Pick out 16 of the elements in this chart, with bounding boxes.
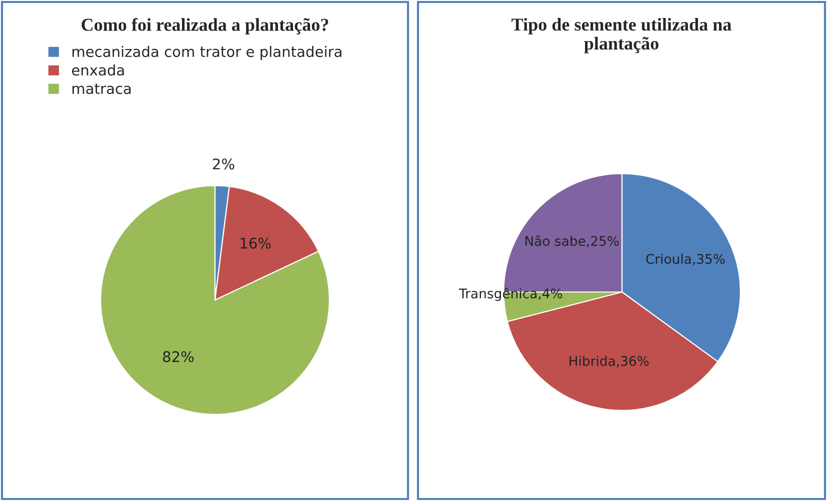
slice-label: Hibrida	[570, 356, 615, 366]
slice-label: Transgênica	[458, 288, 536, 301]
slice-label: Não sabe	[526, 236, 586, 246]
data-label: ,25%	[586, 236, 619, 248]
legend-label: enxada	[72, 64, 124, 76]
data-label: ,36%	[616, 356, 649, 368]
chart-title: Tipo de semente utilizada na plantação	[512, 18, 732, 54]
pie-slice	[100, 185, 330, 415]
slice-label: Crioula	[646, 254, 691, 264]
data-label: 2%	[212, 158, 234, 170]
chart-title: Como foi realizada a plantação?	[82, 18, 328, 35]
legend-label: mecanizada com trator e plantadeira	[72, 46, 342, 60]
data-label: 82%	[163, 351, 194, 362]
data-label: 16%	[240, 238, 271, 249]
legend-label: matraca	[72, 84, 131, 94]
data-label: ,35%	[692, 254, 725, 266]
